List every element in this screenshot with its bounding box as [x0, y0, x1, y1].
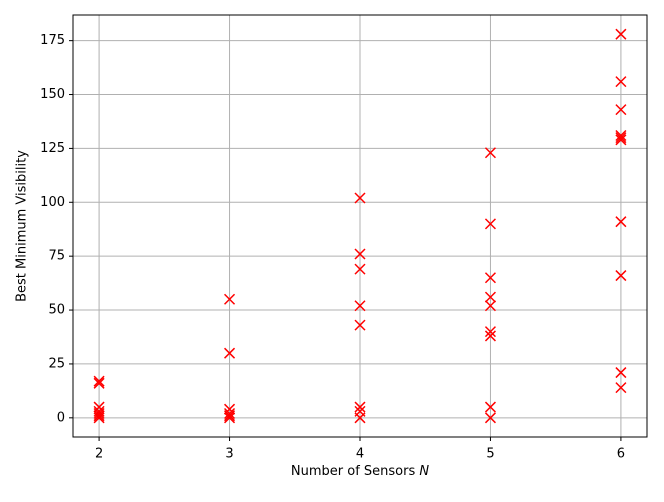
marker: [484, 218, 496, 230]
x-tick-label: 5: [486, 447, 494, 462]
marker: [615, 134, 627, 146]
marker: [224, 410, 236, 422]
marker: [615, 76, 627, 88]
marker: [615, 104, 627, 116]
marker: [93, 377, 105, 389]
marker: [484, 147, 496, 159]
marker: [93, 410, 105, 422]
x-axis-label: Number of Sensors N: [291, 464, 429, 479]
marker: [93, 407, 105, 420]
x-tick-label: 3: [225, 447, 233, 462]
marker: [354, 248, 366, 260]
marker: [354, 263, 366, 275]
x-tick-label: 2: [95, 447, 103, 462]
y-axis-label: Best Minimum Visibility: [15, 150, 30, 302]
marker: [484, 326, 496, 338]
marker: [615, 28, 627, 40]
y-tick-label: 75: [48, 249, 65, 264]
marker: [484, 401, 496, 413]
y-tick-label: 100: [40, 195, 65, 210]
marker: [615, 382, 627, 394]
x-tick-label: 6: [617, 447, 625, 462]
y-tick-label: 125: [40, 141, 65, 156]
y-tick-label: 175: [40, 33, 65, 48]
marker: [615, 132, 627, 144]
marker: [484, 291, 496, 303]
marker: [354, 401, 366, 413]
marker: [615, 129, 627, 142]
marker: [224, 293, 236, 305]
marker: [484, 272, 496, 284]
marker: [615, 270, 627, 282]
y-tick-label: 50: [48, 303, 65, 318]
marker: [354, 319, 366, 331]
marker: [484, 412, 496, 424]
marker: [354, 412, 366, 424]
y-tick-label: 0: [57, 410, 65, 425]
marker: [615, 216, 627, 228]
marker: [484, 330, 496, 342]
marker: [93, 375, 105, 387]
marker: [224, 412, 236, 424]
marker: [615, 367, 627, 379]
marker: [484, 300, 496, 312]
marker: [354, 192, 366, 204]
marker: [354, 300, 366, 312]
x-tick-label: 4: [356, 447, 364, 462]
marker: [224, 407, 236, 420]
y-tick-label: 150: [40, 87, 65, 102]
marker: [224, 347, 236, 359]
y-tick-label: 25: [48, 356, 65, 371]
marker: [93, 412, 105, 424]
